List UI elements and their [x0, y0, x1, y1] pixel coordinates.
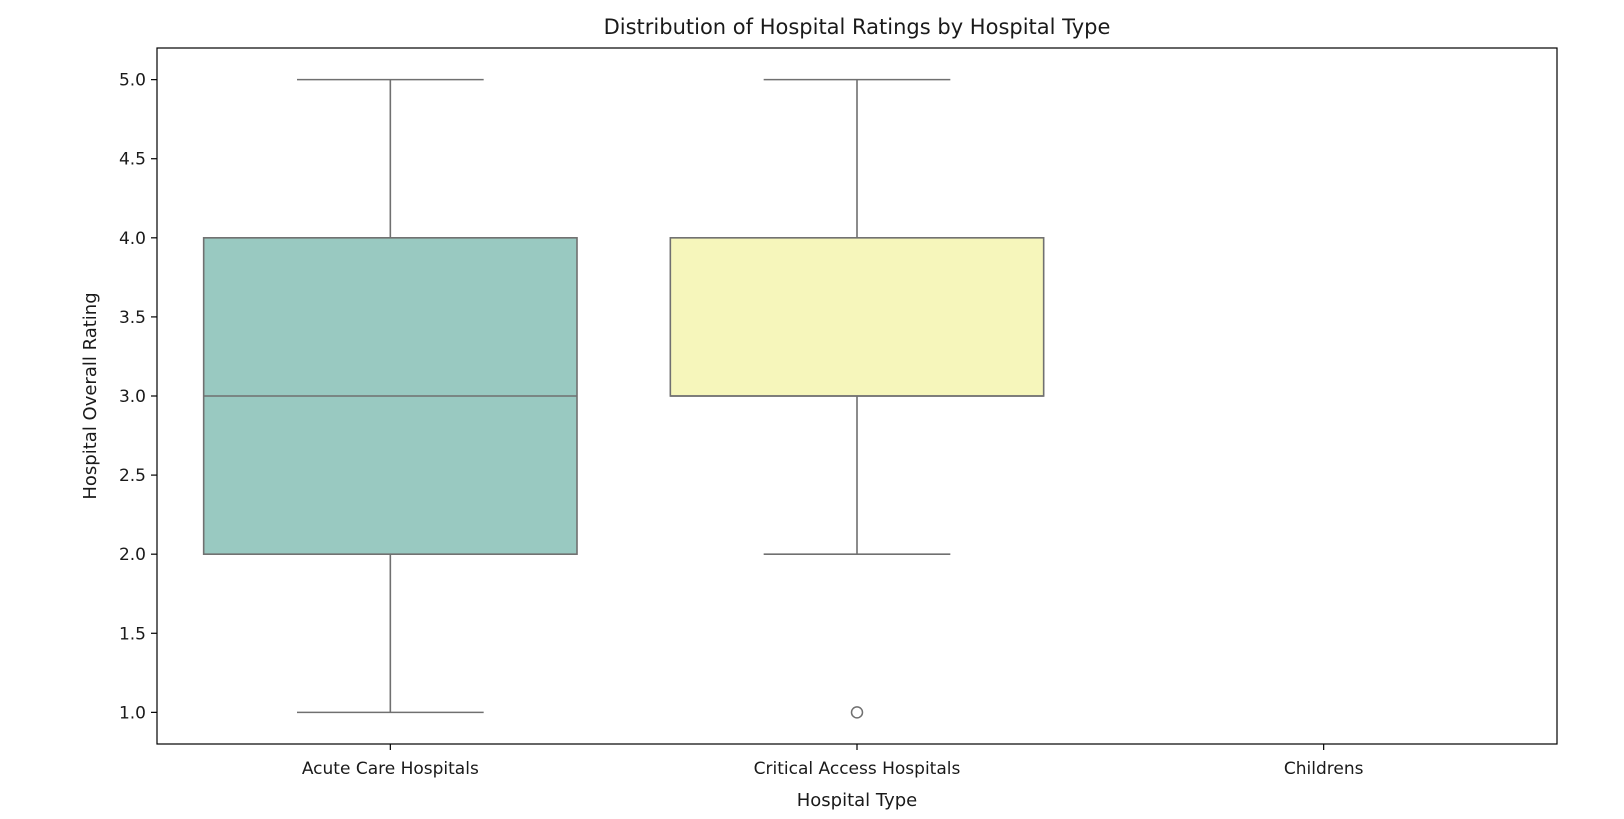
y-tick-label: 3.5	[119, 308, 146, 328]
x-axis: Acute Care Hospitals Critical Access Hosp…	[302, 744, 1364, 779]
y-tick-label: 1.0	[119, 703, 146, 723]
y-tick-label: 1.5	[119, 624, 146, 644]
x-tick-label: Childrens	[1284, 759, 1364, 779]
iqr-box	[669, 237, 1045, 397]
y-tick-label: 2.0	[119, 545, 146, 565]
box-group	[669, 78, 1045, 719]
x-axis-label: Hospital Type	[797, 790, 918, 811]
x-tick-label: Critical Access Hospitals	[754, 759, 961, 779]
y-tick-label: 5.0	[119, 71, 146, 91]
y-axis: 1.0 1.5 2.0 2.5 3.0 3.5 4.0 4.5 5.0	[119, 71, 157, 723]
y-tick-label: 2.5	[119, 466, 146, 486]
y-axis-label: Hospital Overall Rating	[80, 292, 101, 499]
plot-area	[202, 78, 1045, 719]
x-tick-label: Acute Care Hospitals	[302, 759, 479, 779]
y-tick-label: 3.0	[119, 387, 146, 407]
y-tick-label: 4.5	[119, 150, 146, 170]
outlier-point	[850, 706, 864, 719]
y-tick-label: 4.0	[119, 229, 146, 249]
chart-title: Distribution of Hospital Ratings by Hosp…	[604, 15, 1111, 39]
box-group	[202, 78, 578, 714]
